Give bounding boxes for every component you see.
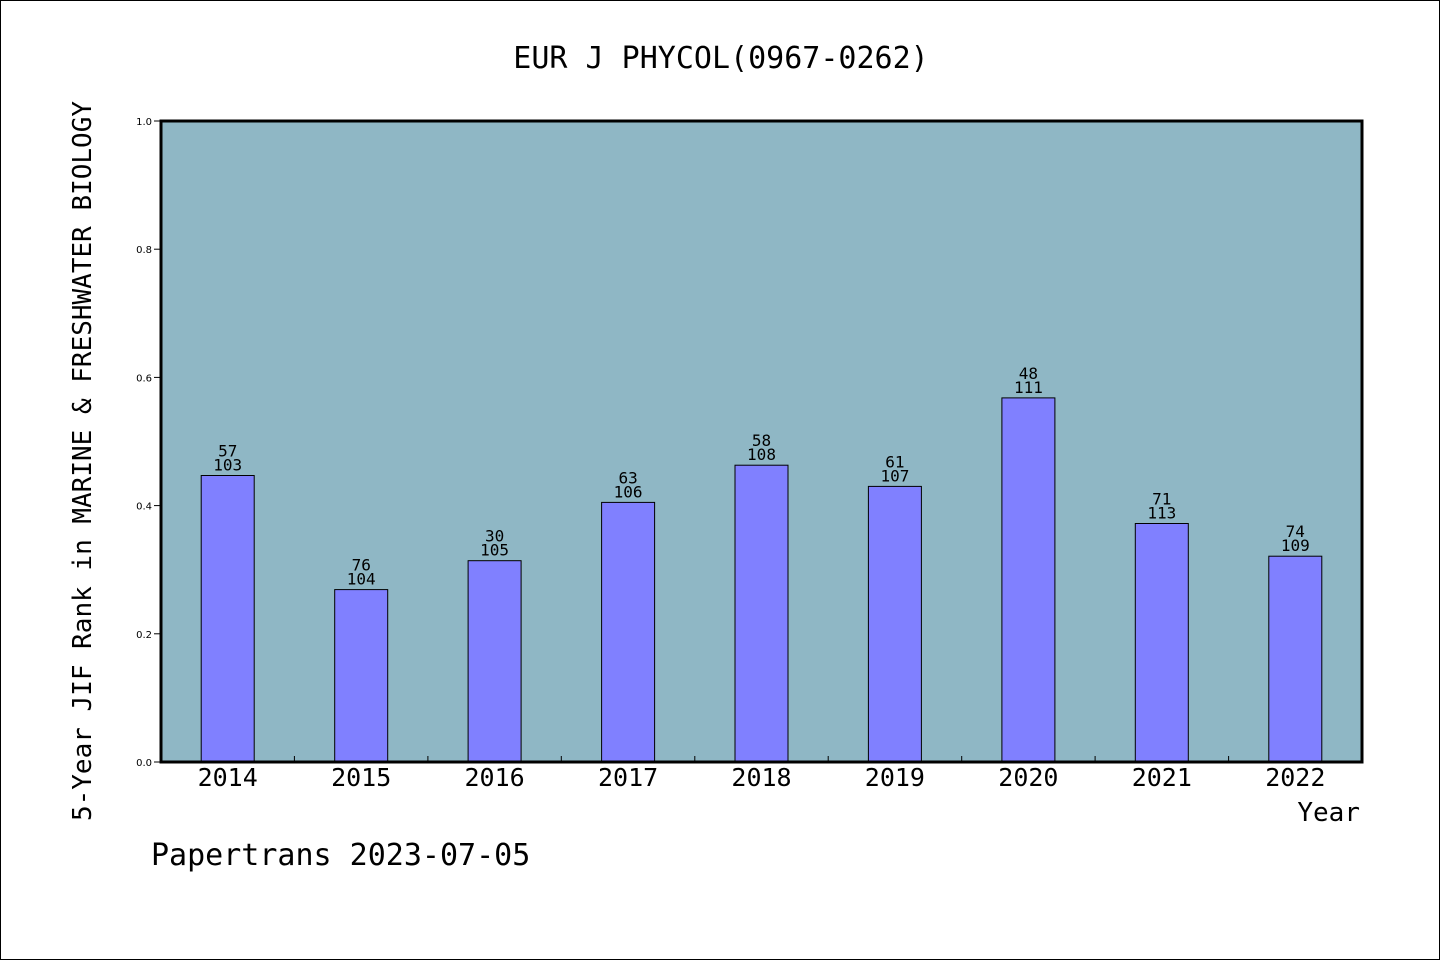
y-tick-label-1.0: 1.0 (136, 117, 152, 128)
data-label-rank-2014: 57 (218, 442, 237, 461)
bar-2020 (1001, 397, 1056, 763)
bar-2021 (1134, 523, 1189, 763)
footer-text: Papertrans 2023-07-05 (151, 838, 530, 873)
data-label-total-2016: 105 (480, 541, 509, 560)
chart-title: EUR J PHYCOL(0967-0262) (513, 41, 928, 76)
data-label-total-2015: 104 (347, 570, 376, 589)
x-tick-label-2016: 2016 (464, 763, 524, 792)
plot-border (159, 119, 1364, 764)
x-tick-label-2020: 2020 (998, 763, 1058, 792)
y-tick-label-0.8: 0.8 (136, 245, 152, 256)
y-tick-label-0.6: 0.6 (136, 373, 152, 384)
bar-2014 (200, 475, 255, 763)
x-tick-label-2022: 2022 (1265, 763, 1325, 792)
x-tick-label-2018: 2018 (731, 763, 791, 792)
data-label-total-2018: 108 (747, 445, 776, 464)
y-tick-label-0.0: 0.0 (136, 758, 152, 769)
data-label-rank-2022: 74 (1286, 522, 1305, 541)
data-label-rank-2015: 76 (352, 556, 371, 575)
bars (200, 397, 1323, 763)
data-label-rank-2016: 30 (485, 527, 504, 546)
y-axis-label: 5-Year JIF Rank in MARINE & FRESHWATER B… (68, 101, 98, 821)
data-label-total-2017: 106 (614, 482, 643, 501)
x-tick-label-2019: 2019 (865, 763, 925, 792)
bar-2016 (467, 560, 522, 763)
data-label-rank-2020: 48 (1019, 364, 1038, 383)
y-axis-ticks: 0.0 0.2 0.4 0.6 0.8 1.0 (136, 117, 161, 769)
data-label-total-2022: 109 (1281, 536, 1310, 555)
bar-2019 (867, 485, 922, 763)
x-axis-label: Year (1297, 798, 1360, 828)
x-tick-label-2021: 2021 (1132, 763, 1192, 792)
data-label-rank-2018: 58 (752, 431, 771, 450)
y-tick-label-0.4: 0.4 (136, 502, 152, 513)
data-label-total-2019: 107 (880, 466, 909, 485)
data-label-total-2014: 103 (213, 456, 242, 475)
data-label-total-2021: 113 (1147, 504, 1176, 523)
bar-2022 (1268, 555, 1323, 763)
data-label-total-2020: 111 (1014, 378, 1043, 397)
bar-2018 (734, 464, 789, 763)
x-tick-label-2014: 2014 (198, 763, 258, 792)
data-label-rank-2017: 63 (618, 468, 637, 487)
bar-2015 (334, 589, 389, 763)
data-label-rank-2021: 71 (1152, 490, 1171, 509)
data-label-rank-2019: 61 (885, 452, 904, 471)
bar-2017 (601, 501, 656, 763)
x-tick-label-2017: 2017 (598, 763, 658, 792)
x-axis-ticks: 2014 2015 2016 2017 2018 2019 2020 2021 2022 (198, 756, 1325, 792)
y-tick-label-0.2: 0.2 (136, 630, 152, 641)
x-tick-label-2015: 2015 (331, 763, 391, 792)
